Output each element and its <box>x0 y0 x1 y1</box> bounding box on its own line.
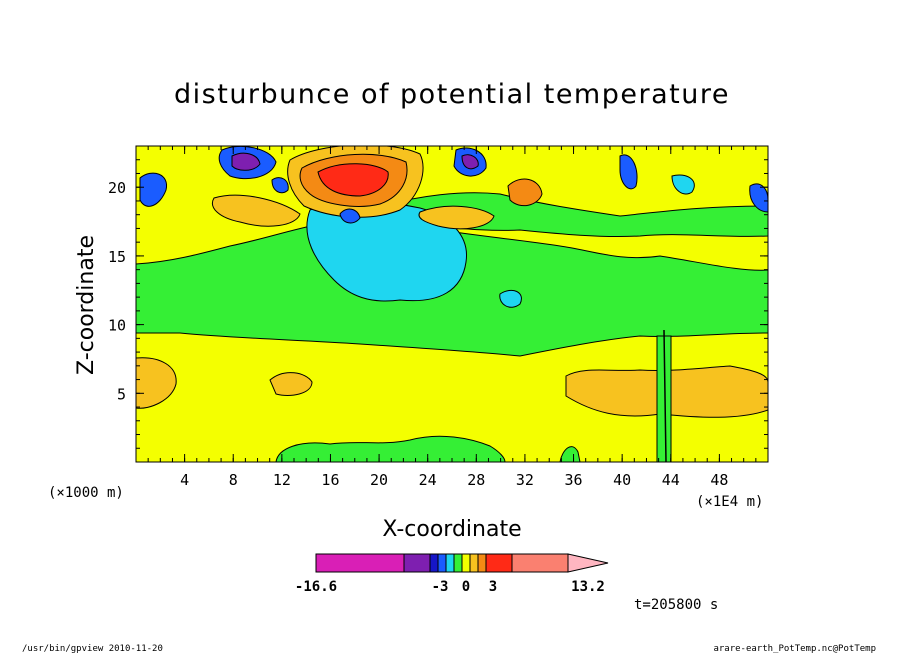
warm-cell-upper-left <box>212 194 301 227</box>
colorbar-segment <box>453 553 463 573</box>
x-tick-label: 24 <box>419 471 437 489</box>
colorbar-label-0: 0 <box>462 579 470 595</box>
cold-cell-2-core <box>461 154 479 170</box>
y-axis-label: Z-coordinate <box>74 235 99 375</box>
x-tick-label: 16 <box>321 471 339 489</box>
colorbar-segment <box>511 553 569 573</box>
x-unit-right: (×1E4 m) <box>696 494 763 510</box>
x-tick-label: 36 <box>565 471 583 489</box>
cold-cell-7 <box>271 177 289 194</box>
cool-region-right <box>671 174 695 195</box>
x-axis: 4 8 12 16 20 24 28 32 36 40 44 48 <box>147 146 757 489</box>
colorbar-segment <box>403 553 431 573</box>
footer-left: /usr/bin/gpview 2010-11-20 <box>22 644 163 654</box>
colorbar-segment <box>315 553 405 573</box>
colorbar-segment <box>437 553 447 573</box>
x-tick-label: 20 <box>370 471 388 489</box>
cold-cell-1-core <box>231 152 261 171</box>
x-tick-label: 12 <box>273 471 291 489</box>
x-unit-left: (×1000 m) <box>48 485 124 501</box>
colorbar-segment <box>469 553 479 573</box>
colorbar-segment <box>477 553 487 573</box>
colorbar-arrow <box>567 553 609 573</box>
chart-title: disturbunce of potential temperature <box>174 79 730 110</box>
warm-cell-upper-mid <box>418 205 495 230</box>
x-tick-label: 32 <box>516 471 534 489</box>
colorbar-max-label: 13.2 <box>571 579 605 595</box>
heatmap-field <box>136 146 768 462</box>
colorbar-label-neg3: -3 <box>432 579 449 595</box>
colorbar-segment <box>485 553 513 573</box>
cold-cell-3 <box>139 172 168 207</box>
y-tick-label: 5 <box>117 385 126 403</box>
hot-cell-core <box>317 163 389 197</box>
time-label: t=205800 s <box>634 597 718 613</box>
y-tick-label: 15 <box>108 248 126 266</box>
warm-cell-mid <box>269 372 313 396</box>
x-tick-label: 44 <box>662 471 680 489</box>
warm-cell-upper-right <box>507 178 543 207</box>
footer-right: arare-earth_PotTemp.nc@PotTemp <box>713 644 876 654</box>
colorbar-label-3: 3 <box>489 579 497 595</box>
x-tick-label: 8 <box>229 471 238 489</box>
vertical-wave-contour <box>663 329 667 462</box>
colorbar <box>315 553 609 573</box>
x-tick-label: 48 <box>710 471 728 489</box>
lower-green-patch <box>275 435 506 462</box>
x-tick-label: 4 <box>180 471 189 489</box>
cold-cell-6 <box>749 183 768 213</box>
cold-cell-5 <box>619 154 638 190</box>
cool-region-small <box>499 289 522 308</box>
lower-warm-layer <box>136 332 768 462</box>
x-tick-label: 40 <box>613 471 631 489</box>
x-axis-label: X-coordinate <box>382 517 521 542</box>
warm-cell-left <box>136 357 177 409</box>
y-tick-label: 20 <box>108 179 126 197</box>
lower-green-patch-2 <box>559 446 581 462</box>
colorbar-min-label: -16.6 <box>295 579 337 595</box>
y-axis: 5 10 15 20 <box>108 159 768 449</box>
cold-cell-4 <box>339 208 361 224</box>
colorbar-segment <box>429 553 439 573</box>
colorbar-segment <box>461 553 471 573</box>
y-tick-label: 10 <box>108 317 126 335</box>
x-tick-label: 28 <box>467 471 485 489</box>
colorbar-segment <box>445 553 455 573</box>
